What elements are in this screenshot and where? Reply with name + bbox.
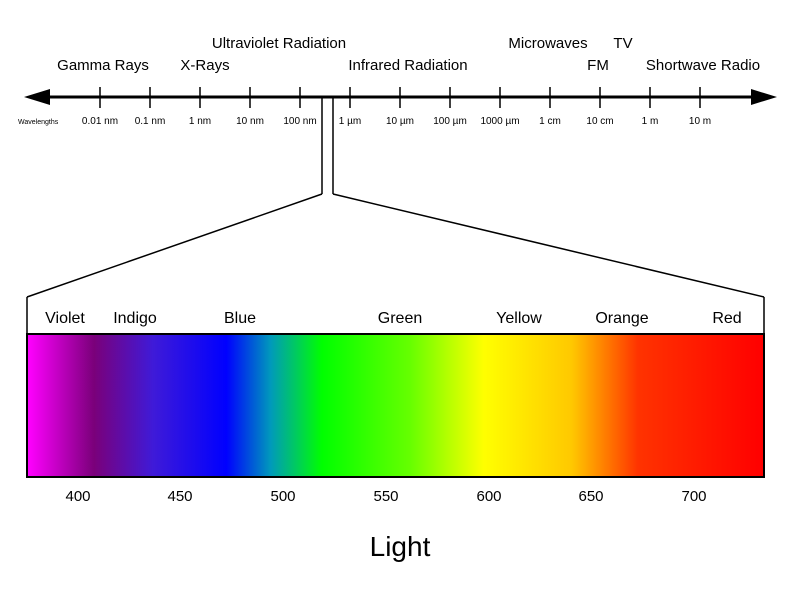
region-label-x-rays: X-Rays: [180, 57, 230, 74]
color-label-violet: Violet: [45, 310, 85, 327]
tick-label: 10 cm: [586, 116, 614, 127]
region-label-shortwave-radio: Shortwave Radio: [645, 57, 761, 74]
tick-label: 10 m: [688, 116, 712, 127]
tick-label: 1000 µm: [480, 116, 520, 127]
nm-label: 550: [373, 488, 399, 505]
color-label-green: Green: [377, 310, 423, 327]
tick-label: 1 nm: [188, 116, 212, 127]
tick-label: 1 cm: [539, 116, 561, 127]
light-caption: Light: [369, 531, 431, 562]
tick-label: 10 µm: [386, 116, 414, 127]
nm-label: 450: [167, 488, 193, 505]
color-label-orange: Orange: [595, 310, 649, 327]
right-arrowhead: [751, 89, 777, 105]
nm-label: 600: [476, 488, 502, 505]
nm-label: 650: [578, 488, 604, 505]
color-label-blue: Blue: [223, 310, 257, 327]
zoom-connector-right-flare: [332, 193, 765, 298]
nm-label: 400: [65, 488, 91, 505]
wavelengths-axis-label: Wavelengths: [18, 119, 59, 126]
wavelength-axis: [24, 87, 777, 108]
nm-label: 500: [270, 488, 296, 505]
region-label-ultraviolet: Ultraviolet Radiation: [211, 35, 347, 52]
zoom-connector-left-flare: [26, 193, 323, 298]
zoom-connector: [26, 97, 765, 333]
tick-label: 100 nm: [283, 116, 317, 127]
region-label-infrared: Infrared Radiation: [348, 57, 468, 74]
tick-label: 0.1 nm: [134, 116, 166, 127]
tick-label: 1 µm: [338, 116, 362, 127]
color-label-red: Red: [712, 310, 742, 327]
nm-label: 700: [681, 488, 707, 505]
visible-spectrum-bar: [26, 333, 765, 478]
axis-ticks: [99, 87, 701, 108]
tick-label: 100 µm: [433, 116, 467, 127]
tick-label: 10 nm: [236, 116, 264, 127]
tick-label: 0.01 nm: [81, 116, 119, 127]
region-label-microwaves: Microwaves: [508, 35, 588, 52]
region-label-fm: FM: [587, 57, 609, 74]
color-label-yellow: Yellow: [496, 310, 542, 327]
tick-label: 1 m: [641, 116, 659, 127]
color-label-indigo: Indigo: [113, 310, 157, 327]
left-arrowhead: [24, 89, 50, 105]
region-label-tv: TV: [613, 35, 633, 52]
region-label-gamma-rays: Gamma Rays: [57, 57, 149, 74]
